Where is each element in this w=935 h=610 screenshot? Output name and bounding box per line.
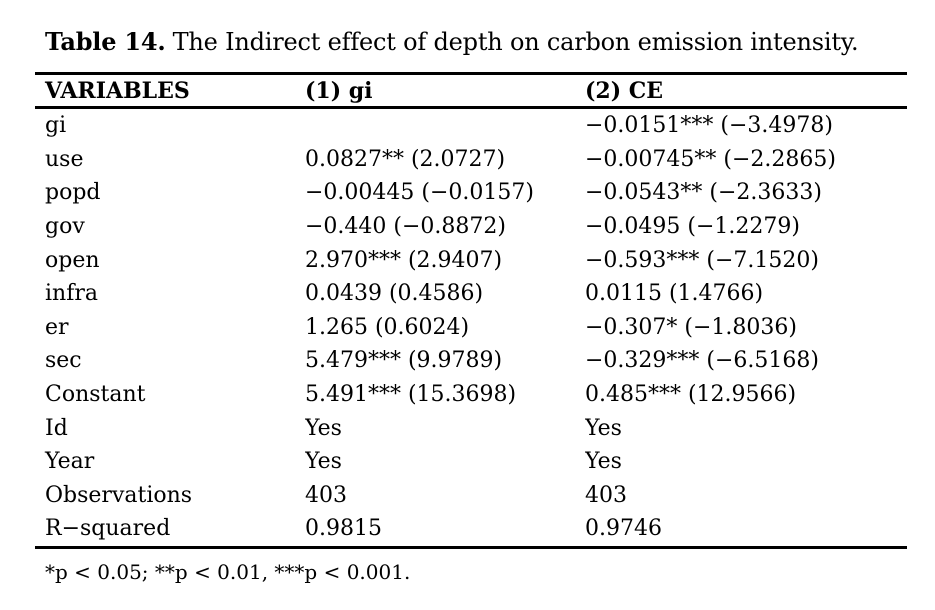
row-value-model-1: Yes — [305, 415, 342, 441]
row-value-model-1: 403 — [305, 482, 347, 508]
row-value-model-1: Yes — [305, 449, 342, 475]
row-value-model-1: 2.970*** (2.9407) — [305, 247, 503, 273]
row-value-model-1 — [305, 108, 585, 143]
row-value-model-1: 0.0439 (0.4586) — [305, 281, 484, 307]
row-value-model-2: Yes — [585, 415, 622, 441]
row-variable: Id — [45, 415, 68, 441]
row-value-model-2: Yes — [585, 449, 622, 475]
row-variable: open — [45, 247, 100, 273]
row-variable: Constant — [45, 382, 146, 408]
table-row: open 2.970*** (2.9407) −0.593*** (−7.1520) — [35, 243, 907, 277]
table-caption-text: The Indirect effect of depth on carbon e… — [172, 28, 859, 56]
significance-footnote: *p < 0.05; **p < 0.01, ***p < 0.001. — [45, 559, 411, 584]
table-caption-label: Table 14. — [45, 27, 166, 56]
row-variable: Observations — [45, 482, 193, 508]
column-header-model-2: (2) CE — [585, 77, 664, 104]
row-variable: gov — [45, 214, 85, 240]
row-value-model-1: 5.479*** (9.9789) — [305, 348, 503, 374]
table-row: R−squared 0.9815 0.9746 — [35, 512, 907, 547]
table-row: er 1.265 (0.6024) −0.307* (−1.8036) — [35, 311, 907, 345]
row-variable: sec — [45, 348, 82, 374]
row-value-model-2: −0.329*** (−6.5168) — [585, 348, 819, 374]
table-row: Id Yes Yes — [35, 411, 907, 445]
row-value-model-1: 0.9815 — [305, 516, 382, 542]
table-caption: Table 14. The Indirect effect of depth on… — [45, 26, 915, 58]
row-value-model-2: 403 — [585, 482, 627, 508]
table-row: gov −0.440 (−0.8872) −0.0495 (−1.2279) — [35, 210, 907, 244]
row-value-model-2: −0.0543** (−2.3633) — [585, 180, 822, 206]
regression-table: VARIABLES (1) gi (2) CE gi −0.0151*** (−3… — [35, 72, 907, 549]
row-variable: gi — [45, 113, 67, 139]
row-value-model-2: −0.00745** (−2.2865) — [585, 146, 836, 172]
row-value-model-2: −0.0495 (−1.2279) — [585, 214, 800, 240]
row-value-model-2: −0.307* (−1.8036) — [585, 314, 797, 340]
column-header-variables: VARIABLES — [45, 77, 190, 104]
row-variable: popd — [45, 180, 101, 206]
row-value-model-1: 0.0827** (2.0727) — [305, 146, 506, 172]
row-value-model-1: 5.491*** (15.3698) — [305, 382, 517, 408]
table-row: gi −0.0151*** (−3.4978) — [35, 108, 907, 143]
row-value-model-2: 0.0115 (1.4766) — [585, 281, 764, 307]
table-row: popd −0.00445 (−0.0157) −0.0543** (−2.3633… — [35, 176, 907, 210]
table-row: Year Yes Yes — [35, 445, 907, 479]
table-row: infra 0.0439 (0.4586) 0.0115 (1.4766) — [35, 277, 907, 311]
row-value-model-2: 0.485*** (12.9566) — [585, 382, 797, 408]
table-row: use 0.0827** (2.0727) −0.00745** (−2.2865) — [35, 143, 907, 177]
header-row: VARIABLES (1) gi (2) CE — [35, 74, 907, 108]
row-variable: R−squared — [45, 516, 171, 542]
row-value-model-1: −0.440 (−0.8872) — [305, 214, 506, 240]
row-variable: use — [45, 146, 84, 172]
table-row: sec 5.479*** (9.9789) −0.329*** (−6.5168) — [35, 344, 907, 378]
table-row: Observations 403 403 — [35, 479, 907, 513]
row-value-model-2: 0.9746 — [585, 516, 662, 542]
table-row: Constant 5.491*** (15.3698) 0.485*** (12.9… — [35, 378, 907, 412]
column-header-model-1: (1) gi — [305, 77, 373, 104]
row-value-model-2: −0.0151*** (−3.4978) — [585, 113, 833, 139]
row-variable: Year — [45, 449, 95, 475]
row-variable: er — [45, 314, 69, 340]
row-value-model-1: 1.265 (0.6024) — [305, 314, 470, 340]
row-variable: infra — [45, 281, 98, 307]
table-body: gi −0.0151*** (−3.4978) use 0.0827** (2.072… — [35, 108, 907, 548]
row-value-model-1: −0.00445 (−0.0157) — [305, 180, 534, 206]
row-value-model-2: −0.593*** (−7.1520) — [585, 247, 819, 273]
